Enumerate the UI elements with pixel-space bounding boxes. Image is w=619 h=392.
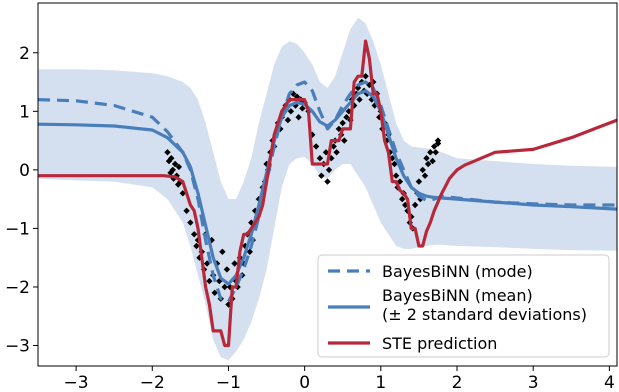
data-point [164,149,171,156]
data-point [231,260,238,267]
bayesbinn-mode-line [38,80,617,304]
data-point [287,108,295,115]
data-point [362,73,369,80]
legend-box [317,254,610,358]
data-point [333,149,340,156]
data-point [223,266,231,273]
data-point [219,248,226,255]
plot-frame [37,2,618,367]
data-point [325,166,333,174]
tick-labels: −3 −2 −1 0 1 2 3 4 −3 −2 −1 0 1 2 [5,44,615,392]
data-point [431,143,438,150]
data-point [175,163,183,171]
x-tick-label: 0 [299,373,310,392]
data-point [424,160,432,168]
data-point [339,119,346,127]
data-point [421,172,429,179]
data-point [179,190,186,197]
x-tick-label: −1 [216,373,241,392]
data-point [341,137,348,144]
data-point [171,160,179,168]
legend-label-mode: BayesBiNN (mode) [382,262,533,281]
axes [33,2,618,371]
x-tick-label: 4 [604,373,615,392]
data-point [343,114,350,121]
data-point [318,172,325,179]
x-tick-label: −3 [64,373,89,392]
y-tick-label: −3 [5,337,30,357]
legend-label-mean: BayesBiNN (mean) [382,286,533,305]
x-tick-label: 1 [375,373,386,392]
data-point [193,242,200,250]
data-point [354,84,362,92]
data-point [183,207,190,214]
data-point [246,248,253,255]
uncertainty-band-layer [38,17,617,361]
data-point [299,105,306,112]
data-point [427,149,434,156]
data-point [429,157,436,165]
data-point [295,114,302,121]
data-point [434,140,442,147]
legend-label-mean: (± 2 standard deviations) [382,305,587,324]
data-point [316,155,324,162]
data-point [391,160,398,168]
legend-label-ste: STE prediction [382,334,497,353]
data-point [225,301,232,308]
data-point [411,201,419,209]
x-tick-label: −2 [140,373,165,392]
y-tick-label: 2 [19,44,30,64]
data-point [290,90,297,97]
data-point [356,96,363,103]
x-tick-label: 3 [528,373,539,392]
data-point [187,219,194,226]
x-tick-label: 2 [452,373,463,392]
data-point [432,149,439,156]
y-tick-label: 0 [19,161,30,181]
legend: BayesBiNN (mode) BayesBiNN (mean)(± 2 sta… [317,254,610,358]
data-point [399,195,406,203]
data-point [284,116,292,124]
y-tick-label: −2 [5,278,30,298]
data-point [168,155,175,162]
data-point [226,283,234,291]
data-point [165,157,173,165]
data-point [419,166,426,174]
data-point [312,143,320,150]
data-point [324,178,331,185]
data-point [392,172,400,179]
data-point [169,166,176,174]
series-lines-layer [38,39,617,348]
data-point [191,231,198,238]
uncertainty-band [38,17,617,361]
data-point [423,155,430,162]
y-tick-label: −1 [5,219,30,239]
bayesbinn-mean-line [38,89,617,286]
data-point [206,277,213,285]
ste-prediction-line [38,39,617,348]
data-point [293,93,301,100]
data-point [211,289,218,296]
y-tick-label: 1 [19,102,30,122]
data-point [415,178,423,185]
data-point [221,283,228,291]
